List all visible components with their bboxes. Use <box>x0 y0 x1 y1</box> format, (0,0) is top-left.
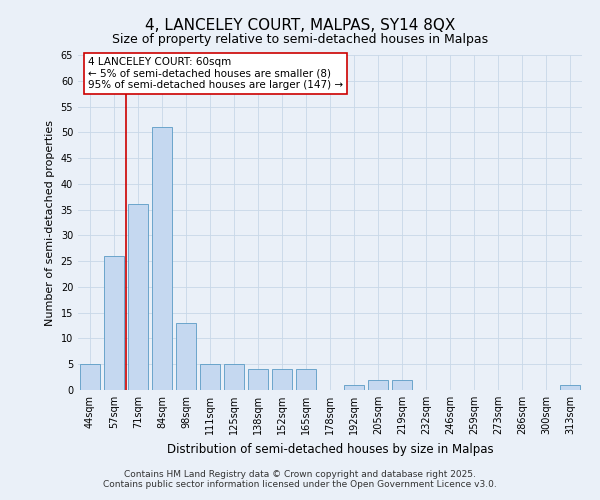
Bar <box>200 364 220 390</box>
Y-axis label: Number of semi-detached properties: Number of semi-detached properties <box>45 120 55 326</box>
Bar <box>152 127 172 390</box>
Text: Contains HM Land Registry data © Crown copyright and database right 2025.
Contai: Contains HM Land Registry data © Crown c… <box>103 470 497 489</box>
Bar <box>296 370 316 390</box>
Bar <box>272 370 292 390</box>
Bar <box>80 364 100 390</box>
Text: 4, LANCELEY COURT, MALPAS, SY14 8QX: 4, LANCELEY COURT, MALPAS, SY14 8QX <box>145 18 455 32</box>
Text: 4 LANCELEY COURT: 60sqm
← 5% of semi-detached houses are smaller (8)
95% of semi: 4 LANCELEY COURT: 60sqm ← 5% of semi-det… <box>88 56 343 90</box>
Bar <box>368 380 388 390</box>
Bar <box>344 385 364 390</box>
X-axis label: Distribution of semi-detached houses by size in Malpas: Distribution of semi-detached houses by … <box>167 442 493 456</box>
Bar <box>248 370 268 390</box>
Bar <box>224 364 244 390</box>
Bar <box>560 385 580 390</box>
Bar <box>104 256 124 390</box>
Bar <box>392 380 412 390</box>
Bar <box>176 323 196 390</box>
Text: Size of property relative to semi-detached houses in Malpas: Size of property relative to semi-detach… <box>112 32 488 46</box>
Bar <box>128 204 148 390</box>
